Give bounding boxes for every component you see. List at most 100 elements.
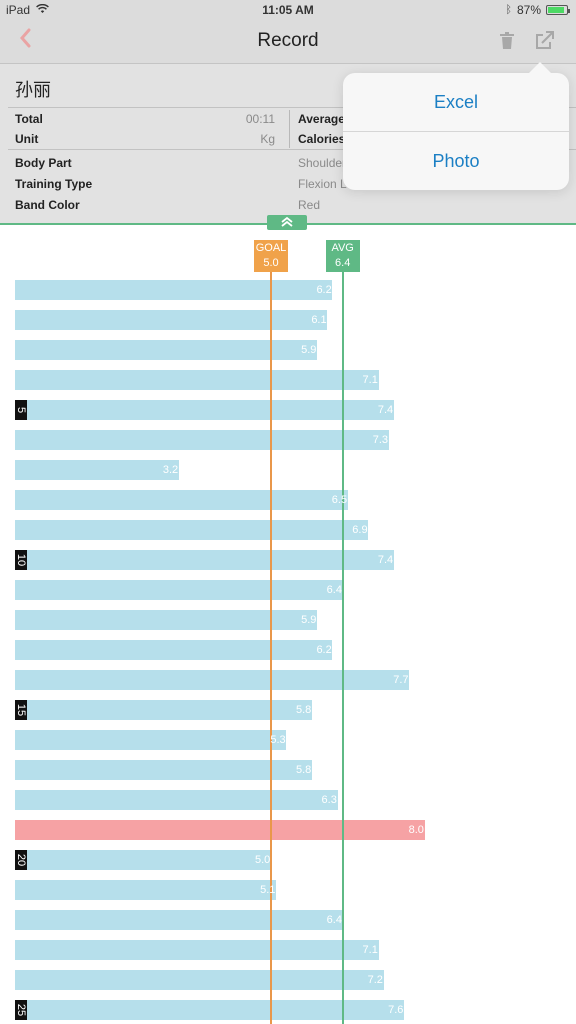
nav-bar: Record [0, 20, 576, 64]
info-divider [8, 149, 576, 150]
delete-button[interactable] [499, 31, 515, 51]
band-color-value: Red [298, 198, 321, 212]
trash-icon [500, 32, 514, 49]
total-label: Total [15, 112, 43, 126]
unit-label: Unit [15, 132, 39, 146]
body-part-value: Shoulder [298, 156, 347, 170]
bar-value-label: 6.3 [321, 794, 337, 806]
unit-value: Kg [260, 132, 275, 146]
battery-fill [548, 7, 564, 13]
goal-line [270, 272, 272, 1024]
average-label: Average [298, 112, 345, 126]
chevron-up-double-icon [281, 216, 293, 227]
user-name: 孙丽 [15, 80, 51, 100]
bar-23 [15, 940, 379, 960]
bar-11 [15, 580, 343, 600]
bluetooth-icon: ᛒ [505, 4, 512, 16]
bar-8 [15, 490, 348, 510]
device-label: iPad [6, 3, 31, 17]
bar-value-label: 8.0 [408, 824, 424, 836]
bar-chart: GOAL 5.0 AVG 6.4 6.2 6.1 5.9 7.1 7.4 5 7.3 3.2 6… [0, 226, 576, 1024]
collapse-handle[interactable] [267, 215, 307, 230]
bar-4 [15, 370, 379, 390]
export-excel-option[interactable]: Excel [433, 92, 478, 112]
battery-percent: 87% [516, 3, 541, 17]
goal-marker-value: 5.0 [263, 257, 279, 269]
row-number-badge: 5 [15, 400, 27, 420]
bar-value-label: 6.1 [311, 314, 327, 326]
bar-value-label: 6.9 [352, 524, 368, 536]
bar-value-label: 7.2 [367, 974, 383, 986]
bar-2 [15, 310, 328, 330]
total-value: 00:11 [245, 112, 275, 126]
chevron-left-icon [20, 28, 31, 48]
bar-value-label: 7.6 [388, 1004, 404, 1016]
bar-20 [15, 850, 271, 870]
menu-separator [343, 131, 569, 132]
row-number-badge: 10 [15, 550, 27, 570]
bar-value-label: 6.5 [331, 494, 348, 506]
average-marker-value: 6.4 [335, 257, 351, 269]
bar-15 [15, 700, 312, 720]
calories-label: Calories [298, 132, 346, 146]
bar-value-label: 5.0 [255, 854, 271, 866]
bar-5 [15, 400, 394, 420]
back-button[interactable] [18, 26, 32, 54]
bar-value-label: 7.1 [362, 944, 378, 956]
share-button[interactable] [535, 30, 555, 50]
bar-25 [15, 1000, 405, 1020]
bar-21 [15, 880, 277, 900]
bar-19 [15, 820, 425, 840]
bar-value-label: 5.8 [295, 704, 312, 716]
row-number-text: 25 [15, 1003, 27, 1017]
bar-value-label: 5.9 [301, 614, 317, 626]
bar-value-label: 7.7 [393, 674, 409, 686]
page-title: Record [257, 30, 319, 51]
status-bar: iPad 11:05 AM ᛒ 87% [0, 0, 576, 20]
bar-value-label: 6.2 [316, 284, 332, 296]
bar-17 [15, 760, 312, 780]
bar-value-label: 7.3 [372, 434, 389, 446]
status-left: iPad [6, 3, 49, 17]
info-vertical-divider [289, 110, 290, 148]
goal-marker-label: GOAL [255, 242, 287, 254]
bar-1 [15, 280, 333, 300]
battery-icon [546, 5, 570, 15]
bar-9 [15, 520, 369, 540]
export-photo-option[interactable]: Photo [432, 151, 480, 171]
bar-10 [15, 550, 394, 570]
average-line [341, 272, 344, 1024]
row-number-text: 10 [15, 553, 27, 567]
average-marker: AVG 6.4 [325, 240, 360, 272]
training-type-label: Training Type [15, 177, 93, 191]
wifi-icon [36, 3, 49, 17]
status-time: 11:05 AM [262, 3, 314, 17]
bar-value-label: 6.4 [326, 584, 342, 596]
bar-value-label: 6.4 [326, 914, 342, 926]
bar-value-label: 7.4 [377, 404, 394, 416]
row-number-text: 15 [15, 703, 27, 717]
row-number-text: 5 [15, 406, 27, 414]
goal-marker: GOAL 5.0 [254, 240, 288, 272]
average-marker-label: AVG [331, 242, 354, 254]
bar-16 [15, 730, 287, 750]
bar-value-label: 6.2 [316, 644, 332, 656]
bar-3 [15, 340, 318, 360]
bar-6 [15, 430, 389, 450]
bar-24 [15, 970, 384, 990]
bar-value-label: 5.9 [301, 344, 317, 356]
row-number-badge: 15 [15, 700, 27, 720]
bar-value-label: 5.3 [270, 734, 286, 746]
status-right: ᛒ 87% [505, 3, 570, 17]
bar-value-label: 7.4 [377, 554, 394, 566]
bar-13 [15, 640, 333, 660]
bar-14 [15, 670, 410, 690]
row-number-badge: 20 [15, 850, 27, 870]
bar-value-label: 7.1 [362, 374, 378, 386]
bar-12 [15, 610, 318, 630]
info-divider [8, 107, 576, 108]
bar-value-label: 5.1 [260, 884, 276, 896]
export-menu: Excel Photo [343, 62, 569, 190]
body-part-label: Body Part [15, 156, 72, 170]
row-number-badge: 25 [15, 1000, 27, 1020]
